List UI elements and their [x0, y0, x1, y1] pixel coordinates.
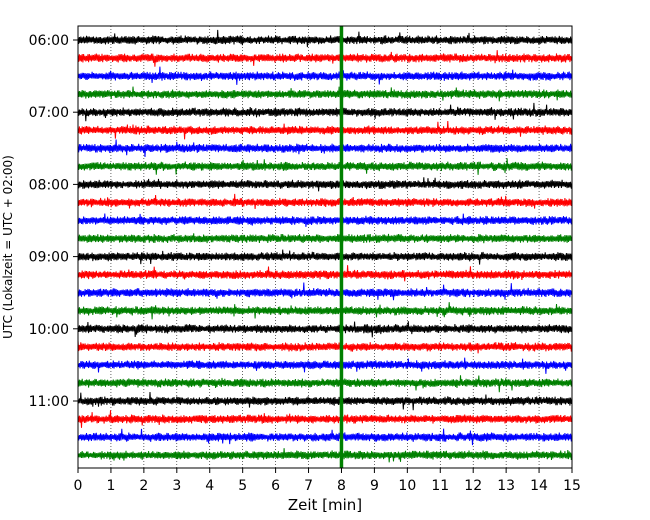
trace-0800 — [77, 177, 573, 192]
y-tick-label: 09:00 — [29, 250, 69, 266]
x-tick-label: 5 — [238, 478, 247, 494]
x-tick-label: 4 — [205, 478, 214, 494]
y-tick-label: 07:00 — [29, 105, 69, 121]
x-tick-label: 11 — [431, 478, 449, 494]
trace-0945 — [77, 302, 573, 320]
x-tick-label: 15 — [563, 478, 581, 494]
trace-0615 — [77, 50, 573, 67]
trace-0630 — [77, 66, 573, 85]
x-tick-label: 3 — [172, 478, 181, 494]
trace-1145 — [77, 448, 573, 463]
y-tick-label: 06:00 — [29, 33, 69, 49]
trace-0915 — [77, 265, 573, 282]
trace-0900 — [77, 249, 573, 265]
trace-1115 — [77, 410, 573, 428]
trace-1015 — [77, 340, 573, 354]
x-tick-label: 7 — [304, 478, 313, 494]
traces-group — [77, 29, 573, 463]
y-tick-label: 08:00 — [29, 177, 69, 193]
trace-0645 — [77, 86, 573, 102]
trace-0600 — [77, 29, 573, 48]
trace-0830 — [77, 213, 573, 227]
trace-1130 — [77, 428, 573, 446]
trace-1100 — [77, 391, 573, 411]
plot-frame — [77, 25, 573, 469]
trace-0815 — [77, 193, 573, 209]
x-tick-label: 2 — [139, 478, 148, 494]
y-tick-label: 10:00 — [29, 322, 69, 338]
x-tick-label: 12 — [464, 478, 482, 494]
trace-0930 — [77, 282, 573, 301]
x-tick-label: 8 — [337, 478, 346, 494]
x-tick-label: 9 — [370, 478, 379, 494]
trace-0745 — [77, 158, 573, 175]
y-tick-label: 11:00 — [29, 394, 69, 410]
trace-1030 — [77, 357, 573, 374]
trace-1045 — [77, 375, 573, 393]
x-tick-label: 0 — [74, 478, 83, 494]
x-tick-label: 13 — [497, 478, 515, 494]
trace-0730 — [77, 139, 573, 158]
x-axis-ticks: 0 1 2 3 4 5 6 7 8 9 10 11 12 13 14 15 — [74, 468, 581, 494]
trace-0845 — [77, 233, 573, 244]
x-tick-label: 14 — [530, 478, 548, 494]
x-tick-label: 1 — [106, 478, 115, 494]
trace-0715 — [77, 120, 573, 140]
x-tick-label: 6 — [271, 478, 280, 494]
trace-1000 — [77, 321, 573, 338]
y-axis-ticks: 06:00 07:00 08:00 09:00 10:00 11:00 — [29, 33, 78, 410]
y-axis-label: UTC (Lokalzeit = UTC + 02:00) — [1, 155, 15, 339]
trace-0700 — [77, 102, 573, 122]
x-axis-label: Zeit [min] — [288, 496, 362, 514]
x-tick-label: 10 — [398, 478, 416, 494]
